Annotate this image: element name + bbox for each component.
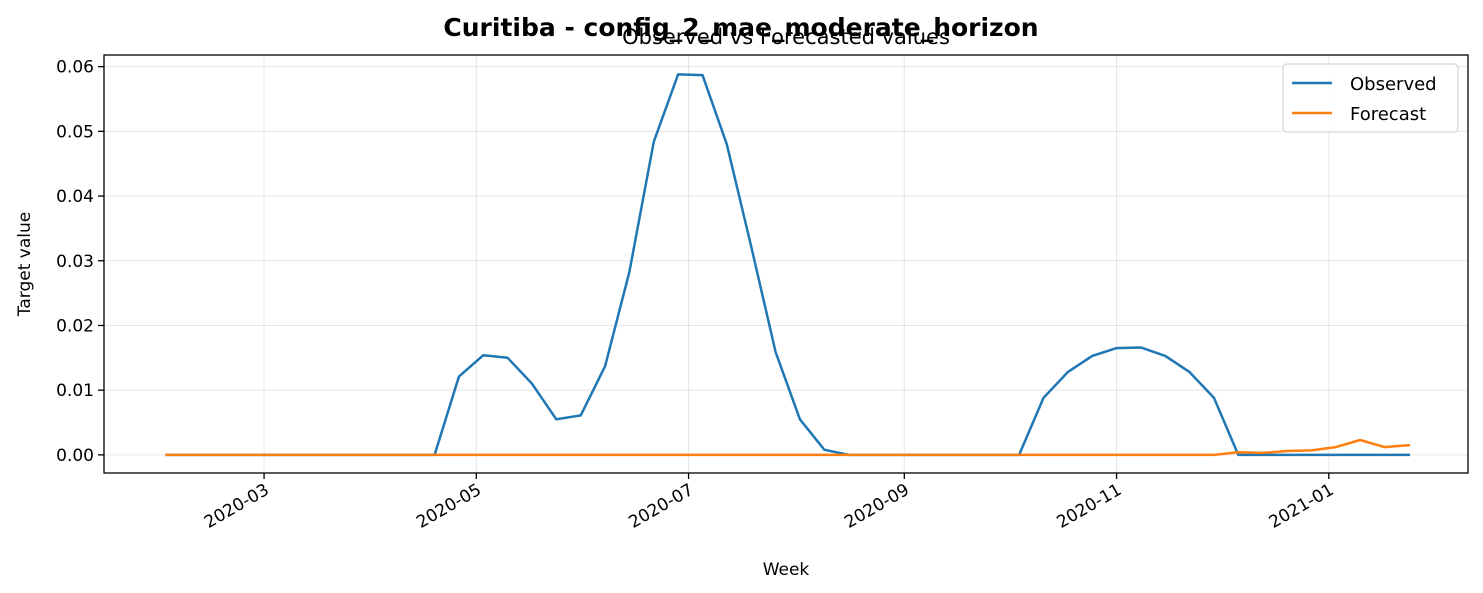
- y-tick-label: 0.06: [56, 58, 94, 78]
- y-axis-ticks: 0.00 0.01 0.02 0.03 0.04 0.05 0.06: [56, 58, 104, 466]
- y-tick-label: 0.05: [56, 122, 94, 142]
- x-axis-label: Week: [763, 560, 810, 580]
- series-line-forecast: [165, 438, 1411, 457]
- legend-label-observed: Observed: [1350, 74, 1437, 95]
- y-tick-label: 0.01: [56, 381, 94, 401]
- y-tick-label: 0.04: [56, 187, 94, 207]
- legend: Observed Forecast: [1282, 63, 1459, 133]
- y-axis-label: Target value: [15, 212, 35, 317]
- y-tick-label: 0.02: [56, 316, 94, 336]
- chart-subtitle: Observed vs Forecasted values: [622, 25, 950, 49]
- chart-title: Curitiba - config_2_mae_moderate_horizon: [443, 13, 1038, 42]
- series-lines: [165, 73, 1411, 457]
- legend-label-forecast: Forecast: [1350, 104, 1426, 125]
- plot-frame: [103, 54, 1469, 474]
- y-tick-label: 0.03: [56, 252, 94, 272]
- y-tick-label: 0.00: [56, 446, 94, 466]
- legend-box: [1282, 63, 1459, 133]
- grid: [104, 55, 1468, 473]
